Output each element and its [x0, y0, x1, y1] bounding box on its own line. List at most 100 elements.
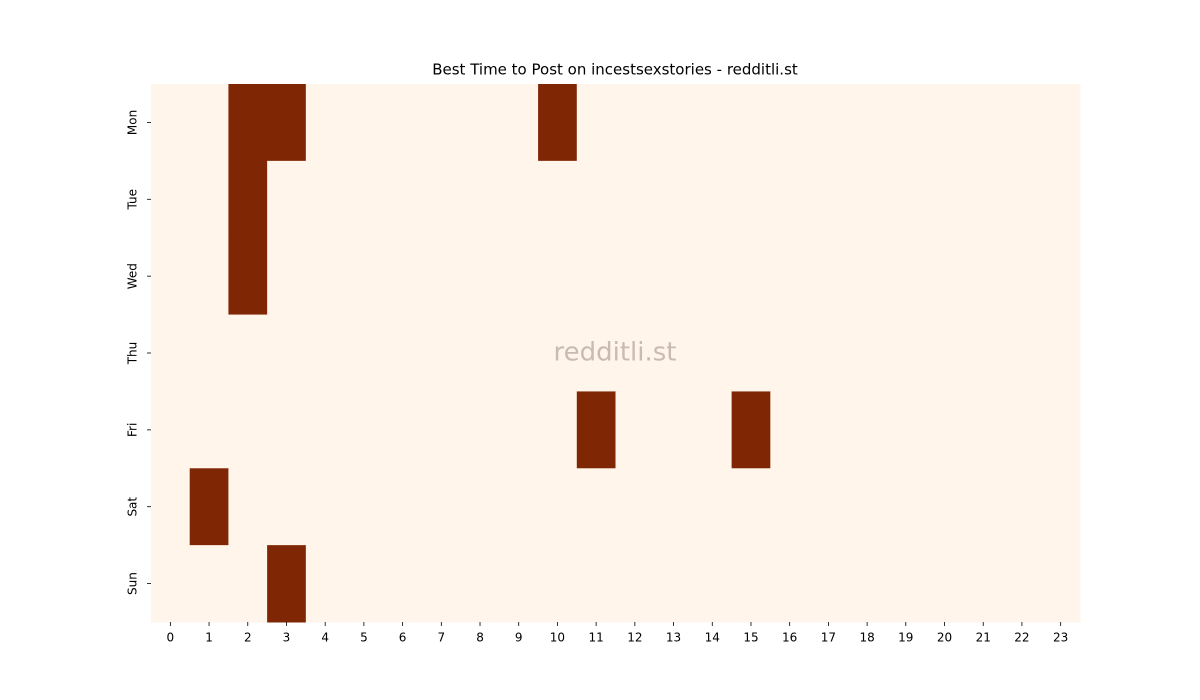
- heatmap-cell: [770, 314, 810, 392]
- heatmap-cell: [654, 391, 694, 469]
- heatmap-cell: [847, 468, 887, 546]
- heatmap-cell: [1002, 545, 1042, 623]
- heatmap-cell: [963, 237, 1004, 316]
- heatmap-cell: [847, 160, 887, 239]
- heatmap-cell: [963, 84, 1004, 162]
- heatmap-cell: [654, 84, 694, 162]
- heatmap-cell: [925, 84, 965, 162]
- heatmap-cell: [692, 84, 733, 162]
- heatmap-cell: [305, 160, 346, 239]
- heatmap-cell: [151, 237, 191, 316]
- heatmap-cell: [344, 160, 384, 239]
- heatmap-cell: [305, 314, 346, 392]
- x-tick-label: 11: [589, 631, 604, 645]
- heatmap-cell: [421, 545, 462, 623]
- x-tick-label: 1: [205, 631, 213, 645]
- heatmap-cell: [499, 237, 539, 316]
- heatmap-cell: [615, 314, 655, 392]
- heatmap-cell: [151, 84, 191, 162]
- heatmap-cell: [421, 314, 462, 392]
- heatmap-cell: [692, 391, 733, 469]
- heatmap-cell: [809, 314, 849, 392]
- heatmap-cell: [383, 545, 423, 623]
- heatmap-cell: [886, 84, 926, 162]
- heatmap-cell: [189, 160, 229, 239]
- heatmap-cell: [228, 84, 268, 162]
- x-tick-label: 14: [705, 631, 720, 645]
- heatmap-cell: [886, 237, 926, 316]
- heatmap-cell: [654, 160, 694, 239]
- heatmap-cell: [267, 160, 307, 239]
- heatmap-cell: [731, 545, 771, 623]
- heatmap-cell: [383, 237, 423, 316]
- x-tick-label: 23: [1053, 631, 1068, 645]
- heatmap-cell: [692, 160, 733, 239]
- heatmap-cell: [305, 84, 346, 162]
- heatmap-cell: [654, 314, 694, 392]
- x-tick-label: 8: [476, 631, 484, 645]
- heatmap-cell: [1041, 84, 1081, 162]
- heatmap-cell: [1041, 314, 1081, 392]
- heatmap-cell: [228, 314, 268, 392]
- heatmap-cell: [344, 237, 384, 316]
- heatmap-cell: [576, 468, 616, 546]
- x-tick-label: 0: [167, 631, 175, 645]
- x-tick-label: 13: [666, 631, 681, 645]
- x-tick-label: 5: [360, 631, 368, 645]
- heatmap-cell: [499, 314, 539, 392]
- heatmap-cell: [305, 468, 346, 546]
- heatmap-cell: [499, 160, 539, 239]
- heatmap-cell: [305, 545, 346, 623]
- heatmap-cell: [383, 391, 423, 469]
- heatmap-cell: [383, 468, 423, 546]
- heatmap-cell: [1041, 545, 1081, 623]
- heatmap-cell: [267, 468, 307, 546]
- heatmap-cell: [460, 160, 500, 239]
- heatmap-cell: [344, 391, 384, 469]
- heatmap-cell: [1002, 314, 1042, 392]
- heatmap-cell: [267, 545, 307, 623]
- heatmap-cell: [615, 84, 655, 162]
- heatmap-cell: [228, 391, 268, 469]
- heatmap-cell: [1002, 391, 1042, 469]
- heatmap-cell: [538, 468, 578, 546]
- heatmap-cell: [925, 237, 965, 316]
- heatmap-cell: [151, 468, 191, 546]
- y-tick-label: Thu: [126, 342, 140, 366]
- x-tick-label: 17: [821, 631, 836, 645]
- heatmap-cell: [228, 237, 268, 316]
- heatmap-cell: [499, 391, 539, 469]
- heatmap-cell: [305, 391, 346, 469]
- x-tick-label: 22: [1014, 631, 1029, 645]
- heatmap-cell: [963, 545, 1004, 623]
- heatmap-cell: [770, 468, 810, 546]
- heatmap-cell: [383, 314, 423, 392]
- heatmap-cell: [538, 160, 578, 239]
- heatmap-cell: [731, 391, 771, 469]
- x-tick-label: 15: [743, 631, 758, 645]
- heatmap-cell: [731, 468, 771, 546]
- heatmap-cell: [383, 160, 423, 239]
- x-tick-label: 6: [399, 631, 407, 645]
- heatmap-cell: [383, 84, 423, 162]
- heatmap-cell: [538, 545, 578, 623]
- heatmap-cell: [344, 545, 384, 623]
- x-tick-label: 16: [782, 631, 797, 645]
- heatmap-cell: [731, 84, 771, 162]
- x-tick-label: 7: [437, 631, 445, 645]
- y-tick-label: Mon: [126, 110, 140, 135]
- heatmap-cell: [615, 160, 655, 239]
- heatmap-cell: [538, 237, 578, 316]
- heatmap-cell: [460, 237, 500, 316]
- heatmap-cell: [460, 391, 500, 469]
- x-tick-label: 2: [244, 631, 252, 645]
- heatmap-cell: [886, 314, 926, 392]
- heatmap-cell: [460, 545, 500, 623]
- heatmap-cell: [925, 468, 965, 546]
- heatmap-cell: [847, 545, 887, 623]
- chart-title: Best Time to Post on incestsexstories - …: [432, 61, 798, 79]
- x-tick-label: 9: [515, 631, 523, 645]
- heatmap-cell: [421, 468, 462, 546]
- heatmap-cell: [847, 84, 887, 162]
- heatmap-cell: [576, 160, 616, 239]
